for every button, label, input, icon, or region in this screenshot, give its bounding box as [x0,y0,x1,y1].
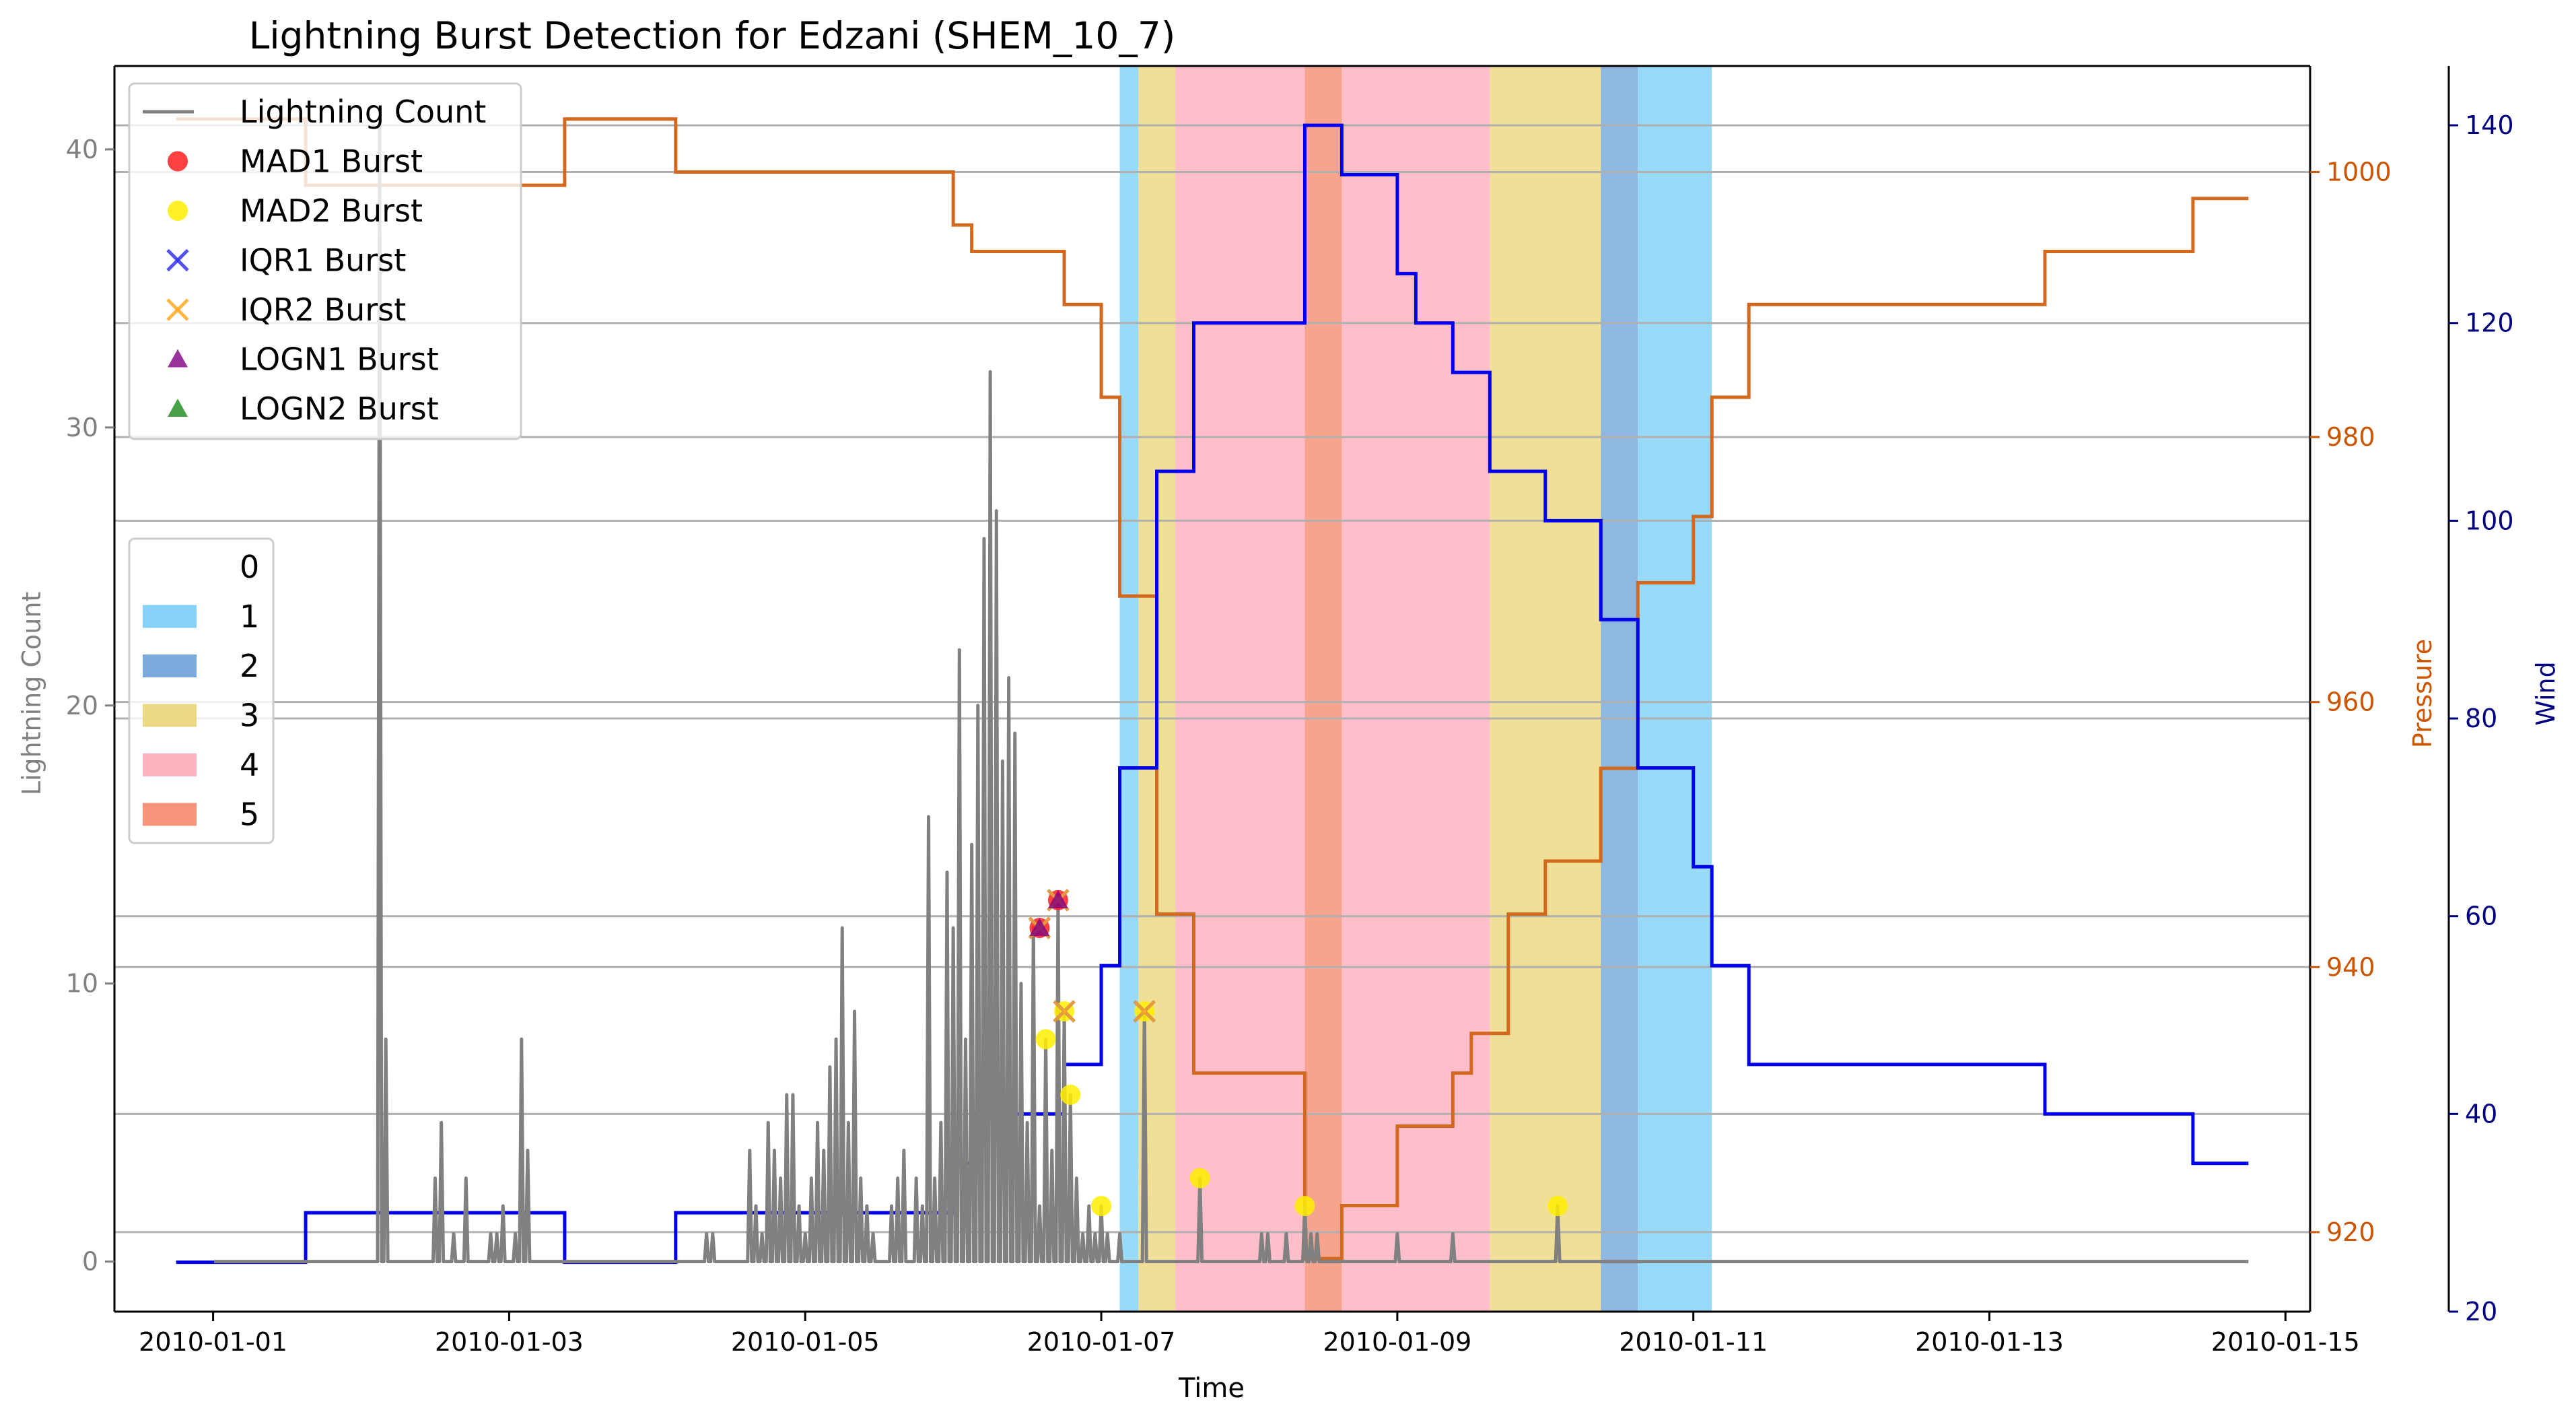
legend-category-2-label: 2 [240,648,259,684]
iqr2-burst-marker-stroke [1133,1000,1156,1023]
wind-y-tick-label: 40 [2465,1099,2497,1128]
mad2-burst-marker [1189,1168,1210,1188]
legend-iqr1-burst-swatch-stroke [166,248,189,272]
wind-y-tick-label: 60 [2465,902,2497,931]
legend-series-frame [128,82,522,440]
legend-category-3-swatch [143,704,197,727]
legend-iqr1-burst-swatch [166,248,189,272]
x-tick-label: 2010-01-15 [2211,1327,2360,1357]
legend-category-0-swatch [143,555,197,578]
legend-mad1-burst-swatch [168,151,188,172]
legend-category-1-label: 1 [240,599,259,635]
legend-category-5-swatch [143,803,197,826]
left-y-tick-label: 30 [66,413,98,442]
x-tick-label: 2010-01-01 [139,1327,287,1357]
pressure-axis-label: Pressure [2408,639,2437,748]
logn1-burst-marker [1047,889,1068,908]
legend-iqr1-burst-label: IQR1 Burst [240,242,406,279]
legend-category-5-label: 5 [240,797,259,833]
legend-logn1-burst-label: LOGN1 Burst [240,341,439,378]
pressure-y-tick-label: 920 [2326,1217,2375,1247]
wind-axis-label: Wind [2531,661,2561,726]
pressure-y-tick-label: 1000 [2326,157,2392,187]
x-tick-label: 2010-01-07 [1027,1327,1176,1357]
iqr2-burst-marker [1133,1000,1156,1023]
legend-category-2-swatch [143,654,197,677]
mad2-burst-marker [1060,1084,1081,1105]
legend-mad2-burst-label: MAD2 Burst [240,193,423,229]
legend-iqr2-burst-label: IQR2 Burst [240,292,406,328]
legend-mad1-burst-label: MAD1 Burst [240,143,423,180]
mad2-burst-marker [1091,1196,1112,1217]
x-tick-label: 2010-01-11 [1619,1327,1768,1357]
x-tick-label: 2010-01-05 [731,1327,880,1357]
legend-iqr2-burst-swatch [166,298,189,321]
category-band-4 [1175,66,1305,1312]
logn1-burst-marker [1029,918,1050,937]
legend-logn1-burst-swatch [168,349,188,368]
pressure-line [176,117,2249,1260]
burst-markers [1028,889,1568,1217]
legend-category-3-label: 3 [240,698,259,734]
legend-category-4-swatch [143,753,197,776]
mad2-burst-marker [1547,1196,1568,1217]
chart-title: Lightning Burst Detection for Edzani (SH… [249,14,1176,57]
wind-y-tick-label: 100 [2465,506,2514,535]
left-axis-label: Lightning Count [17,592,46,796]
axes: 2010-01-01 2010-01-03 2010-01-05 2010-01-07… [66,65,2514,1357]
category-band-1 [1638,66,1712,1312]
category-bands [1119,66,1712,1312]
legend-category: 0 1 2 3 4 5 [128,537,275,844]
mad2-burst-marker [1294,1196,1315,1217]
category-band-3 [1490,66,1601,1312]
legend-category-0-label: 0 [240,549,259,585]
wind-y-tick-label: 140 [2465,110,2514,140]
legend-lightning-count-label: Lightning Count [240,94,486,130]
legend-logn2-burst-label: LOGN2 Burst [240,391,439,427]
mad2-burst-marker [1035,1029,1056,1050]
left-y-tick-label: 40 [66,135,98,164]
left-y-tick-label: 0 [82,1247,98,1277]
category-band-5 [1304,66,1342,1312]
legend-mad2-burst-swatch [168,201,188,221]
legend-iqr2-burst-swatch-stroke [166,298,189,321]
x-axis-label: Time [1178,1373,1245,1404]
x-tick-label: 2010-01-13 [1915,1327,2064,1357]
wind-y-tick-label: 120 [2465,308,2514,338]
iqr2-burst-marker-stroke [1053,1000,1076,1023]
left-y-tick-label: 10 [66,969,98,999]
wind-y-tick-label: 80 [2465,704,2497,733]
x-tick-label: 2010-01-03 [435,1327,584,1357]
pressure-y-tick-label: 960 [2326,687,2375,717]
category-band-1 [1119,66,1139,1312]
legend-series: Lightning Count MAD1 Burst MAD2 Burst IQR1 … [128,82,522,440]
x-tick-label: 2010-01-09 [1323,1327,1471,1357]
plot-area [114,66,2310,1313]
legend-logn2-burst-swatch [168,399,188,417]
left-y-tick-label: 20 [66,691,98,720]
pressure-y-tick-label: 940 [2326,952,2375,982]
legend-category-1-swatch [143,605,197,628]
wind-y-tick-label: 20 [2465,1297,2497,1326]
pressure-y-tick-label: 980 [2326,422,2375,452]
iqr2-burst-marker [1053,1000,1076,1023]
legend-category-4-label: 4 [240,747,259,783]
category-band-2 [1601,66,1638,1312]
